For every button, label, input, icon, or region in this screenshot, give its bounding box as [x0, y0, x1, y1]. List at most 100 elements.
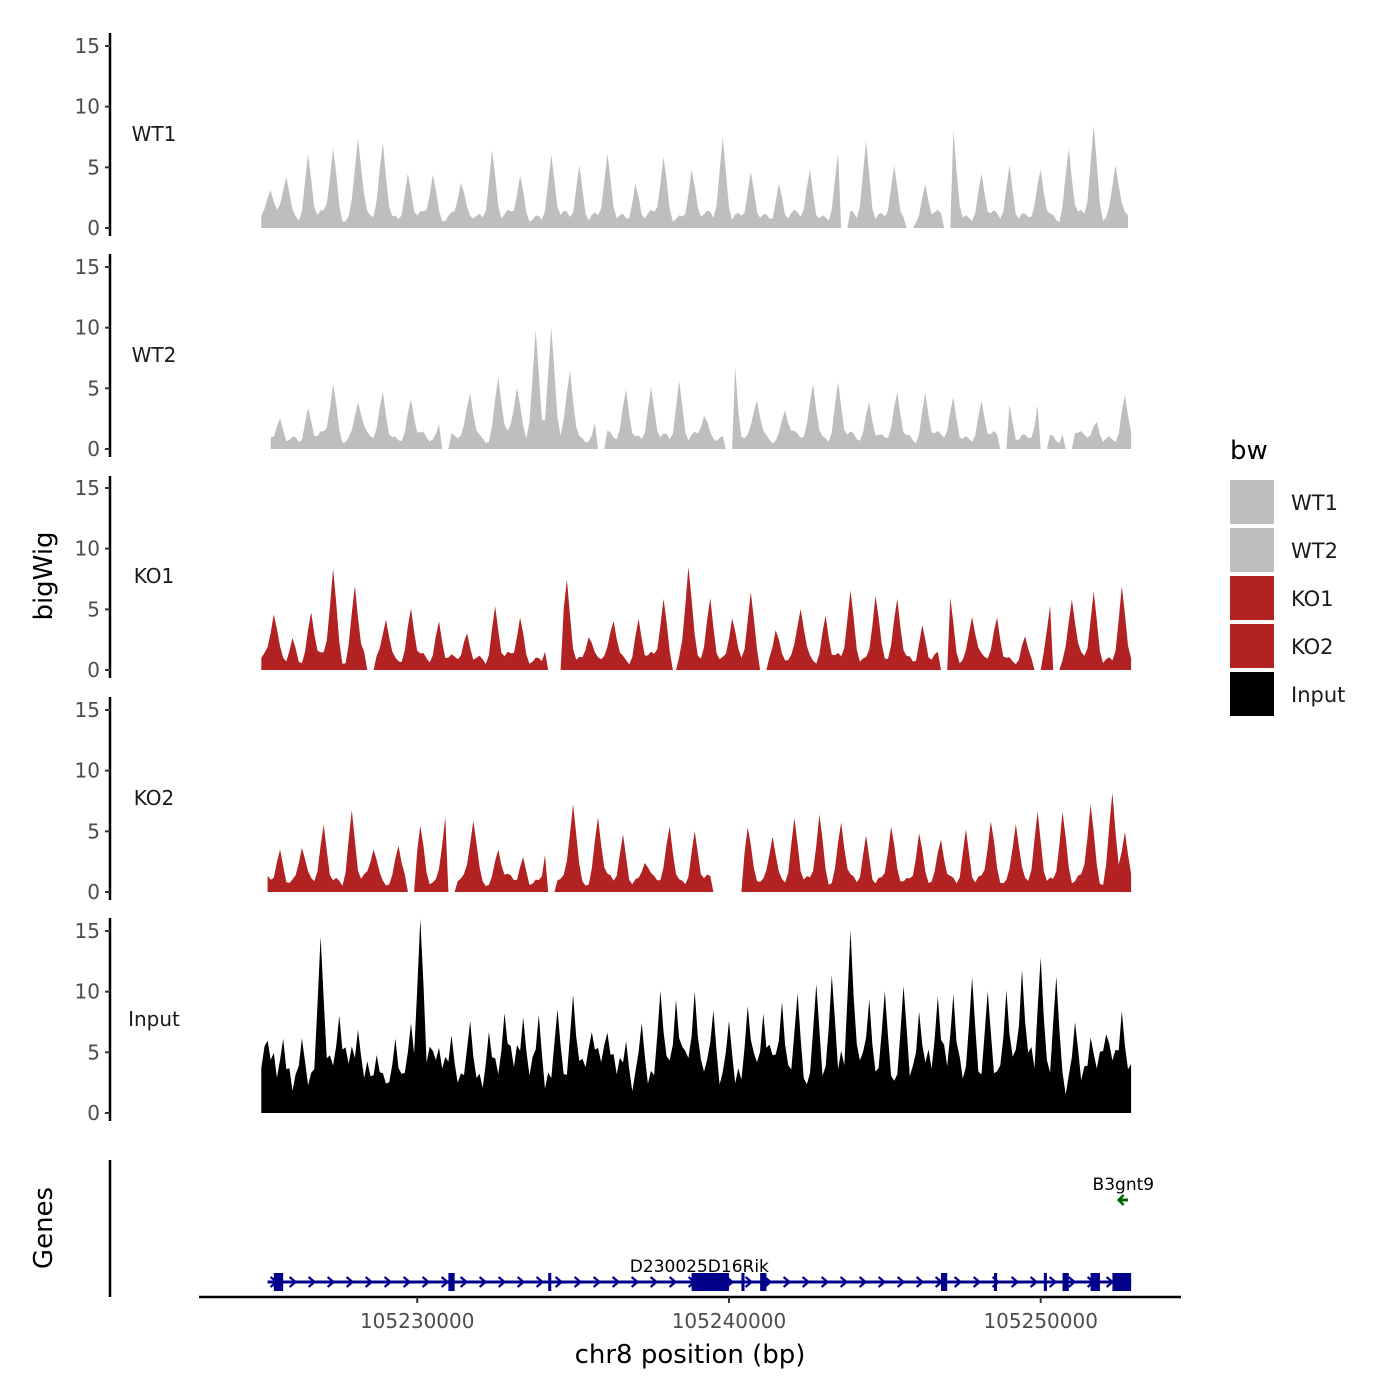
legend-swatch-input	[1230, 672, 1274, 716]
strand-arrow	[573, 1276, 583, 1288]
y-tick-label: 0	[87, 880, 100, 904]
strand-arrow	[440, 1276, 450, 1288]
y-tick-label: 5	[87, 1040, 100, 1064]
strand-arrow	[763, 1276, 773, 1288]
strand-arrow	[516, 1276, 526, 1288]
y-tick-label: 10	[75, 980, 100, 1004]
exon	[1090, 1273, 1100, 1291]
y-tick-label: 5	[87, 597, 100, 621]
track-label: WT1	[132, 122, 177, 146]
strand-arrow	[839, 1276, 849, 1288]
gene-label: B3gnt9	[1093, 1175, 1155, 1195]
strand-arrow	[801, 1276, 811, 1288]
strand-arrow	[649, 1276, 659, 1288]
x-tick-label: 105250000	[983, 1309, 1098, 1333]
y-tick-label: 10	[75, 537, 100, 561]
strand-arrow	[326, 1276, 336, 1288]
y-tick-label: 15	[75, 698, 100, 722]
strand-arrow	[535, 1276, 545, 1288]
strand-arrow	[497, 1276, 507, 1288]
x-axis: 105230000 105240000 105250000	[199, 1295, 1181, 1333]
strand-arrow	[1029, 1276, 1039, 1288]
strand-arrow	[383, 1276, 393, 1288]
x-tick-label: 105240000	[672, 1309, 787, 1333]
legend-swatch-wt1	[1230, 480, 1274, 524]
track-label: Input	[128, 1007, 180, 1031]
exon	[691, 1273, 729, 1291]
legend-label-ko1: KO1	[1291, 587, 1334, 611]
signal-area-wt1	[261, 125, 1128, 228]
exon	[1043, 1273, 1047, 1291]
strand-arrow	[782, 1276, 792, 1288]
signal-area-ko1	[261, 566, 1132, 670]
strand-arrow	[915, 1276, 925, 1288]
strand-arrow	[288, 1276, 298, 1288]
x-tick-label: 105230000	[360, 1309, 475, 1333]
y-tick-label: 15	[75, 919, 100, 943]
track-label: KO1	[134, 564, 175, 588]
y-tick-label: 15	[75, 34, 100, 58]
strand-arrow	[1116, 1194, 1125, 1206]
strand-arrow	[972, 1276, 982, 1288]
signal-area-wt2	[270, 327, 1132, 449]
track-ko1: 0 5 10 15 KO1	[75, 476, 1132, 682]
y-tick-label: 5	[87, 819, 100, 843]
legend: bw WT1 WT2 KO1 KO2 Input	[1230, 436, 1345, 716]
y-tick-label: 0	[87, 216, 100, 240]
y-tick-label: 10	[75, 95, 100, 119]
strand-arrow	[744, 1276, 754, 1288]
strand-arrow	[402, 1276, 412, 1288]
y-tick-label: 5	[87, 155, 100, 179]
legend-title: bw	[1230, 436, 1268, 466]
y-axis-title: bigWig	[29, 531, 59, 620]
genes-axis-title: Genes	[29, 1187, 59, 1269]
strand-arrow	[421, 1276, 431, 1288]
exon	[448, 1273, 455, 1291]
gene-label: D230025D16Rik	[630, 1257, 769, 1277]
track-label: WT2	[132, 343, 177, 367]
y-tick-label: 15	[75, 255, 100, 279]
legend-label-wt2: WT2	[1291, 539, 1338, 563]
exon	[1112, 1273, 1132, 1291]
y-tick-label: 0	[87, 1101, 100, 1125]
exon	[993, 1273, 998, 1291]
track-wt1: 0 5 10 15 WT1	[75, 33, 1128, 240]
track-wt2: 0 5 10 15 WT2	[75, 254, 1132, 461]
strand-arrow	[1048, 1276, 1058, 1288]
legend-label-input: Input	[1291, 683, 1345, 707]
exon	[548, 1273, 552, 1291]
gene-d230025d16rik: D230025D16Rik	[267, 1257, 1132, 1291]
legend-swatch-ko2	[1230, 624, 1274, 668]
exon	[760, 1273, 767, 1291]
strand-arrow	[1010, 1276, 1020, 1288]
exon	[1062, 1273, 1069, 1291]
legend-label-ko2: KO2	[1291, 635, 1334, 659]
strand-arrow	[478, 1276, 488, 1288]
strand-arrow	[592, 1276, 602, 1288]
exon	[741, 1273, 745, 1291]
strand-arrow	[611, 1276, 621, 1288]
y-tick-label: 10	[75, 316, 100, 340]
track-input: 0 5 10 15 Input	[75, 918, 1132, 1125]
gene-b3gnt9: B3gnt9	[1093, 1175, 1155, 1206]
signal-area-input	[261, 918, 1132, 1113]
strand-arrow	[1067, 1276, 1077, 1288]
y-tick-label: 10	[75, 759, 100, 783]
y-tick-label: 15	[75, 476, 100, 500]
exon	[940, 1273, 948, 1291]
genes-layer: D230025D16Rik B3gnt9	[108, 1160, 1155, 1297]
strand-arrow	[877, 1276, 887, 1288]
legend-swatch-ko1	[1230, 576, 1274, 620]
y-tick-label: 0	[87, 437, 100, 461]
track-ko2: 0 5 10 15 KO2	[75, 697, 1132, 904]
legend-swatch-wt2	[1230, 528, 1274, 572]
y-tick-label: 0	[87, 658, 100, 682]
strand-arrow	[630, 1276, 640, 1288]
strand-arrow	[307, 1276, 317, 1288]
tracks-layer: 0 5 10 15 WT1 0 5 10 15 WT2 0 5 10 15 KO1 0 5 10 15 KO2 0 5 10…	[75, 33, 1132, 1125]
exon	[273, 1273, 284, 1291]
strand-arrow	[858, 1276, 868, 1288]
strand-arrow	[953, 1276, 963, 1288]
